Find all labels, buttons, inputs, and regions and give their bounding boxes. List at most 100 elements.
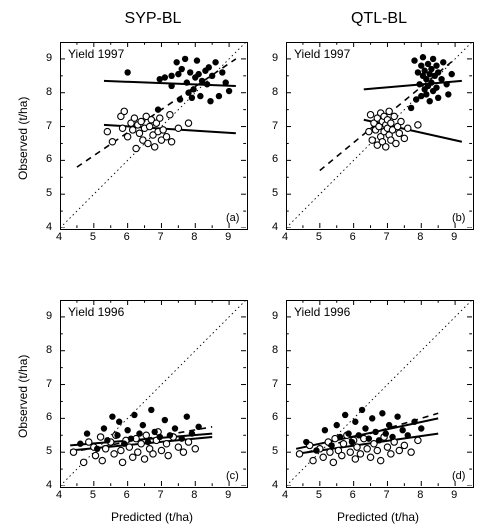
column-title-left: SYP-BL <box>118 10 188 28</box>
open-point <box>138 118 144 124</box>
open-point <box>185 120 191 126</box>
filled-point <box>362 425 368 431</box>
ytick: 8 <box>46 344 52 356</box>
open-point <box>80 459 86 465</box>
ytick: 9 <box>46 52 52 64</box>
filled-point <box>195 71 201 77</box>
filled-point <box>124 427 130 433</box>
open-point <box>138 441 144 447</box>
open-point <box>391 113 397 119</box>
column-title-right: QTL-BL <box>344 10 414 28</box>
open-point <box>384 444 390 450</box>
xtick: 5 <box>90 231 96 243</box>
open-point <box>415 122 421 128</box>
open-point <box>377 457 383 463</box>
filled-point <box>212 59 218 65</box>
open-point <box>398 118 404 124</box>
xtick: 9 <box>451 231 457 243</box>
filled-point <box>416 81 422 87</box>
ytick: 6 <box>272 411 278 423</box>
open-point <box>143 432 149 438</box>
open-point <box>131 115 137 121</box>
filled-point <box>322 427 328 433</box>
ytick: 7 <box>272 120 278 132</box>
filled-point <box>443 81 449 87</box>
filled-point <box>182 56 188 62</box>
filled-point <box>84 430 90 436</box>
xtick: 5 <box>316 231 322 243</box>
xtick: 5 <box>316 489 322 501</box>
filled-point <box>94 446 100 452</box>
ytick: 9 <box>272 310 278 322</box>
filled-point <box>155 106 161 112</box>
open-point <box>175 125 181 131</box>
open-point <box>124 133 130 139</box>
filled-point <box>77 441 83 447</box>
filled-point <box>334 422 340 428</box>
xtick: 8 <box>191 489 197 501</box>
xtick: 4 <box>282 489 288 501</box>
filled-point <box>313 447 319 453</box>
filled-point <box>194 57 200 63</box>
open-point <box>354 444 360 450</box>
open-point <box>401 135 407 141</box>
open-point <box>167 112 173 118</box>
xtick: 4 <box>56 231 62 243</box>
filled-point <box>328 442 334 448</box>
filled-point <box>101 425 107 431</box>
filled-point <box>209 73 215 79</box>
filled-point <box>440 59 446 65</box>
open-point <box>185 439 191 445</box>
open-point <box>347 449 353 455</box>
y-axis-label-row0: Observed (t/ha) <box>16 97 30 180</box>
filled-point <box>379 410 385 416</box>
open-point <box>168 139 174 145</box>
filled-point <box>184 413 190 419</box>
filled-point <box>207 98 213 104</box>
filled-point <box>179 66 185 72</box>
filled-point <box>195 424 201 430</box>
filled-point <box>366 435 372 441</box>
filled-point <box>411 419 417 425</box>
xtick: 6 <box>124 489 130 501</box>
open-point <box>408 449 414 455</box>
open-point <box>109 139 115 145</box>
open-point <box>369 137 375 143</box>
ytick: 4 <box>46 221 52 233</box>
filled-point <box>428 79 434 85</box>
xtick: 4 <box>56 489 62 501</box>
filled-point <box>114 432 120 438</box>
filled-point <box>168 73 174 79</box>
ytick: 6 <box>46 411 52 423</box>
x-axis-label-col1: Predicted (t/ha) <box>337 510 419 524</box>
open-point <box>165 452 171 458</box>
filled-point <box>172 425 178 431</box>
filled-point <box>383 430 389 436</box>
ytick: 7 <box>46 120 52 132</box>
xtick: 6 <box>124 231 130 243</box>
open-point <box>367 454 373 460</box>
filled-point <box>189 95 195 101</box>
open-point <box>145 140 151 146</box>
open-point <box>151 144 157 150</box>
ytick: 4 <box>272 479 278 491</box>
open-point <box>339 452 345 458</box>
open-point <box>401 442 407 448</box>
filled-point <box>173 59 179 65</box>
xtick: 8 <box>417 231 423 243</box>
open-point <box>192 446 198 452</box>
open-point <box>320 454 326 460</box>
open-point <box>163 441 169 447</box>
open-point <box>146 123 152 129</box>
open-point <box>158 447 164 453</box>
filled-point <box>145 439 151 445</box>
y-axis-label-row1: Observed (t/ha) <box>16 355 30 438</box>
filled-point <box>219 69 225 75</box>
filled-point <box>184 79 190 85</box>
xtick: 5 <box>90 489 96 501</box>
filled-point <box>104 437 110 443</box>
filled-point <box>352 419 358 425</box>
xtick: 9 <box>225 231 231 243</box>
filled-point <box>438 76 444 82</box>
filled-point <box>189 430 195 436</box>
